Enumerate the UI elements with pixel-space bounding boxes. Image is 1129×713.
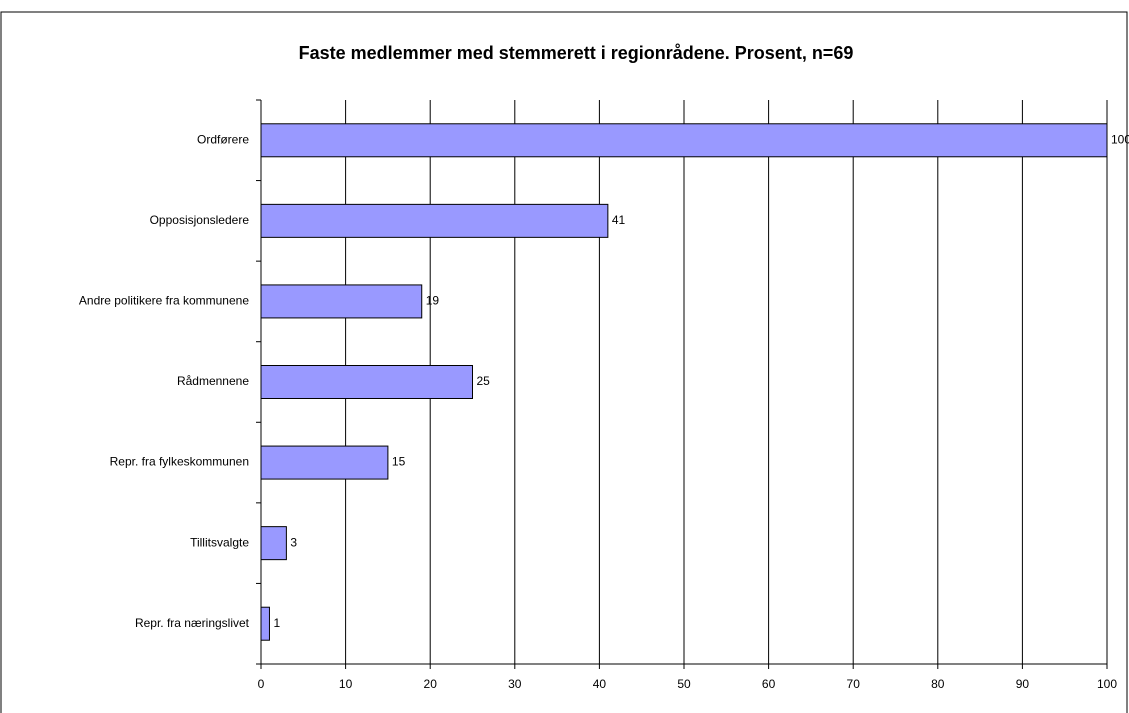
x-tick-label: 50 (677, 677, 691, 691)
y-tick-label: Repr. fra fylkeskommunen (110, 455, 249, 469)
x-tick-label: 100 (1097, 677, 1117, 691)
bar (260, 284, 423, 319)
x-tick-label: 10 (339, 677, 353, 691)
x-tick-label: 70 (847, 677, 861, 691)
x-tick-label: 80 (931, 677, 945, 691)
data-label: 3 (290, 535, 297, 549)
data-label: 100 (1111, 132, 1129, 146)
y-tick-label: Repr. fra næringslivet (135, 616, 250, 630)
y-tick-label: Opposisjonsledere (150, 213, 250, 227)
bar (260, 123, 1108, 158)
x-tick-label: 0 (258, 677, 265, 691)
bar (260, 365, 473, 399)
data-label: 19 (426, 294, 440, 308)
data-label: 15 (392, 455, 406, 469)
y-tick-label: Rådmennene (177, 374, 249, 388)
bar (260, 445, 389, 480)
x-tick-label: 90 (1016, 677, 1030, 691)
data-label: 25 (477, 374, 491, 388)
bar (260, 526, 287, 561)
y-tick-label: Ordførere (197, 132, 249, 146)
y-tick-label: Andre politikere fra kommunene (79, 294, 249, 308)
chart-title: Faste medlemmer med stemmerett i regionr… (299, 43, 854, 63)
y-tick-label: Tillitsvalgte (190, 535, 249, 549)
data-label: 1 (273, 616, 280, 630)
bar (260, 606, 270, 641)
data-label: 41 (612, 213, 626, 227)
bar (260, 203, 609, 238)
x-tick-label: 40 (593, 677, 607, 691)
x-tick-label: 60 (762, 677, 776, 691)
x-tick-label: 30 (508, 677, 522, 691)
chart-border (0, 11, 1128, 713)
x-tick-label: 20 (424, 677, 438, 691)
